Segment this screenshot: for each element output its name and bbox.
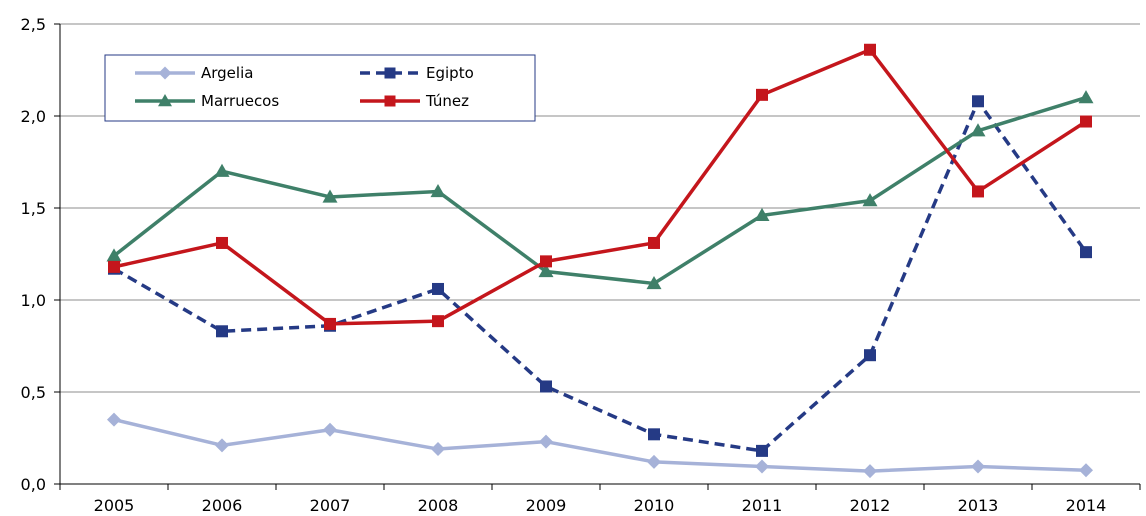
data-point <box>862 193 878 207</box>
y-tick-label: 2,5 <box>21 15 46 34</box>
data-point <box>972 95 984 108</box>
y-tick-label: 0,5 <box>21 383 46 402</box>
y-tick-label: 1,0 <box>21 291 46 310</box>
legend-entry: Túnez <box>360 92 469 110</box>
data-point <box>106 248 122 262</box>
data-point <box>864 349 876 362</box>
legend-marker <box>384 67 396 79</box>
x-tick-label: 2005 <box>94 496 135 515</box>
legend-entry: Egipto <box>360 64 474 82</box>
data-point <box>432 282 444 295</box>
data-point <box>108 260 120 273</box>
data-point <box>1080 246 1092 259</box>
legend-entry: Marruecos <box>135 92 279 110</box>
data-point <box>432 315 444 328</box>
legend-label: Argelia <box>201 64 253 82</box>
x-tick-label: 2012 <box>850 496 891 515</box>
x-tick-label: 2010 <box>634 496 675 515</box>
legend-marker <box>158 66 172 80</box>
y-axis-ticks: 0,0 0,5 1,0 1,5 2,0 2,5 <box>21 15 60 494</box>
legend-box <box>104 54 536 122</box>
series-line <box>113 417 1087 473</box>
data-point <box>215 438 229 453</box>
data-point <box>755 459 769 474</box>
x-axis-ticks: 2005 2006 2007 2008 2009 2010 2011 2012 2013 2014 <box>59 484 1141 515</box>
data-point <box>322 189 338 203</box>
data-point <box>863 464 877 479</box>
series-line <box>112 95 1087 286</box>
x-tick-label: 2014 <box>1066 496 1107 515</box>
legend-label: Túnez <box>425 92 469 110</box>
legend-entry: Argelia <box>135 64 253 82</box>
data-point <box>216 236 228 249</box>
x-tick-label: 2008 <box>418 496 459 515</box>
legend: Argelia Egipto Marruecos Túnez <box>104 54 536 122</box>
x-tick-label: 2006 <box>202 496 243 515</box>
legend-marker <box>384 95 396 107</box>
series-argelia <box>107 412 1093 479</box>
data-point <box>756 88 768 101</box>
data-point <box>216 325 228 338</box>
series-group <box>106 43 1094 479</box>
y-tick-label: 1,5 <box>21 199 46 218</box>
y-tick-label: 2,0 <box>21 107 46 126</box>
data-point <box>540 255 552 268</box>
data-point <box>972 185 984 198</box>
data-point <box>324 317 336 330</box>
series-túnez <box>108 43 1092 330</box>
data-point <box>864 43 876 56</box>
data-point <box>540 380 552 393</box>
y-tick-label: 0,0 <box>21 475 46 494</box>
data-point <box>971 459 985 474</box>
data-point <box>648 428 660 441</box>
data-point <box>539 434 553 449</box>
data-point <box>1079 463 1093 478</box>
data-point <box>970 123 986 137</box>
series-line <box>113 99 1088 453</box>
data-point <box>646 275 662 290</box>
series-line <box>113 48 1087 326</box>
data-point <box>648 236 660 249</box>
x-tick-label: 2011 <box>742 496 783 515</box>
data-point <box>214 163 230 177</box>
x-tick-label: 2007 <box>310 496 351 515</box>
legend-label: Marruecos <box>201 92 279 110</box>
legend-label: Egipto <box>426 64 474 82</box>
data-point <box>107 412 121 427</box>
series-marruecos <box>106 90 1094 290</box>
data-point <box>1078 90 1094 104</box>
data-point <box>431 442 445 457</box>
data-point <box>647 454 661 469</box>
x-tick-label: 2013 <box>958 496 999 515</box>
data-point <box>756 444 768 457</box>
legend-marker <box>158 94 172 107</box>
data-point <box>323 422 337 437</box>
data-point <box>538 263 554 278</box>
x-tick-label: 2009 <box>526 496 567 515</box>
data-point <box>754 207 770 221</box>
data-point <box>430 183 446 198</box>
data-point <box>1080 115 1092 128</box>
